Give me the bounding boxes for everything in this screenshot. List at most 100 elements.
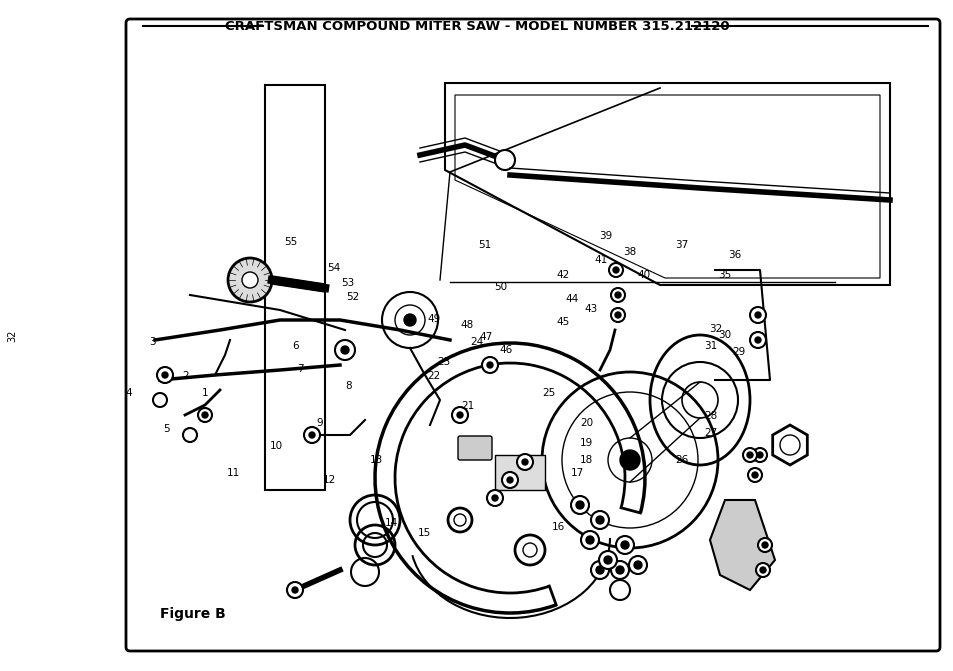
Text: 51: 51 (477, 240, 491, 250)
Circle shape (335, 340, 355, 360)
Circle shape (403, 314, 416, 326)
Text: 12: 12 (322, 475, 335, 484)
Text: 5: 5 (164, 425, 170, 434)
Text: 19: 19 (579, 438, 593, 448)
Circle shape (596, 516, 603, 524)
Circle shape (758, 538, 771, 552)
Circle shape (183, 428, 196, 442)
Text: 3: 3 (150, 338, 155, 347)
Text: 47: 47 (479, 332, 493, 342)
Text: 10: 10 (270, 442, 283, 451)
Circle shape (596, 566, 603, 574)
Circle shape (486, 362, 493, 368)
Text: 42: 42 (556, 270, 569, 280)
Text: 8: 8 (345, 381, 351, 391)
Text: 13: 13 (370, 455, 383, 464)
Text: 1: 1 (202, 388, 208, 397)
Text: 52: 52 (346, 292, 359, 301)
Circle shape (162, 372, 168, 378)
FancyBboxPatch shape (126, 19, 939, 651)
Circle shape (598, 551, 617, 569)
Circle shape (501, 472, 517, 488)
Circle shape (481, 357, 497, 373)
Circle shape (590, 511, 608, 529)
Circle shape (751, 472, 758, 478)
Text: 26: 26 (675, 455, 688, 464)
Text: 40: 40 (637, 270, 650, 280)
Circle shape (610, 561, 628, 579)
Circle shape (517, 454, 533, 470)
Circle shape (761, 542, 767, 548)
Text: 7: 7 (297, 364, 303, 374)
Circle shape (304, 427, 319, 443)
Text: 50: 50 (494, 282, 507, 292)
Circle shape (486, 490, 502, 506)
Circle shape (608, 263, 622, 277)
Text: 17: 17 (570, 468, 583, 478)
Text: 29: 29 (732, 348, 745, 357)
Circle shape (616, 566, 623, 574)
Circle shape (506, 477, 513, 483)
Text: 22: 22 (427, 371, 440, 380)
Text: 45: 45 (556, 317, 569, 327)
Text: 27: 27 (703, 428, 717, 437)
Circle shape (755, 563, 769, 577)
Text: 32: 32 (708, 324, 721, 333)
Text: 44: 44 (565, 294, 578, 303)
Text: 6: 6 (293, 341, 298, 350)
Circle shape (746, 452, 752, 458)
Circle shape (580, 531, 598, 549)
Text: 20: 20 (579, 418, 593, 427)
Bar (495, 455, 544, 490)
Text: 14: 14 (384, 519, 397, 528)
Circle shape (634, 561, 641, 569)
Text: 36: 36 (727, 250, 740, 260)
Circle shape (749, 332, 765, 348)
Circle shape (456, 412, 462, 418)
Circle shape (628, 556, 646, 574)
Circle shape (228, 258, 272, 302)
Circle shape (609, 580, 629, 600)
Text: 55: 55 (284, 237, 297, 246)
Text: 31: 31 (703, 341, 717, 350)
Circle shape (757, 452, 762, 458)
Circle shape (619, 450, 639, 470)
Circle shape (152, 393, 167, 407)
Text: 37: 37 (675, 240, 688, 250)
Text: 35: 35 (718, 270, 731, 280)
Circle shape (620, 541, 628, 549)
Circle shape (752, 448, 766, 462)
Text: 16: 16 (551, 522, 564, 531)
Circle shape (242, 272, 257, 288)
Circle shape (198, 408, 212, 422)
Circle shape (287, 582, 303, 598)
Circle shape (571, 496, 588, 514)
Text: 43: 43 (584, 304, 598, 313)
Circle shape (760, 567, 765, 573)
Circle shape (521, 459, 527, 465)
Circle shape (742, 448, 757, 462)
Circle shape (754, 337, 760, 343)
Text: 11: 11 (227, 468, 240, 478)
Circle shape (754, 312, 760, 318)
Text: 41: 41 (594, 256, 607, 265)
Circle shape (452, 407, 468, 423)
Circle shape (157, 367, 172, 383)
Text: 24: 24 (470, 338, 483, 347)
Circle shape (613, 267, 618, 273)
Text: 53: 53 (341, 278, 355, 288)
Circle shape (616, 536, 634, 554)
Text: 38: 38 (622, 247, 636, 256)
Circle shape (309, 432, 314, 438)
Circle shape (202, 412, 208, 418)
Circle shape (590, 561, 608, 579)
Text: 49: 49 (427, 314, 440, 323)
Text: 30: 30 (718, 331, 731, 340)
Circle shape (492, 495, 497, 501)
Text: 4: 4 (126, 388, 132, 397)
Circle shape (340, 346, 349, 354)
Text: Figure B: Figure B (160, 607, 226, 621)
Text: 21: 21 (460, 401, 474, 411)
Circle shape (603, 556, 612, 564)
Circle shape (749, 307, 765, 323)
